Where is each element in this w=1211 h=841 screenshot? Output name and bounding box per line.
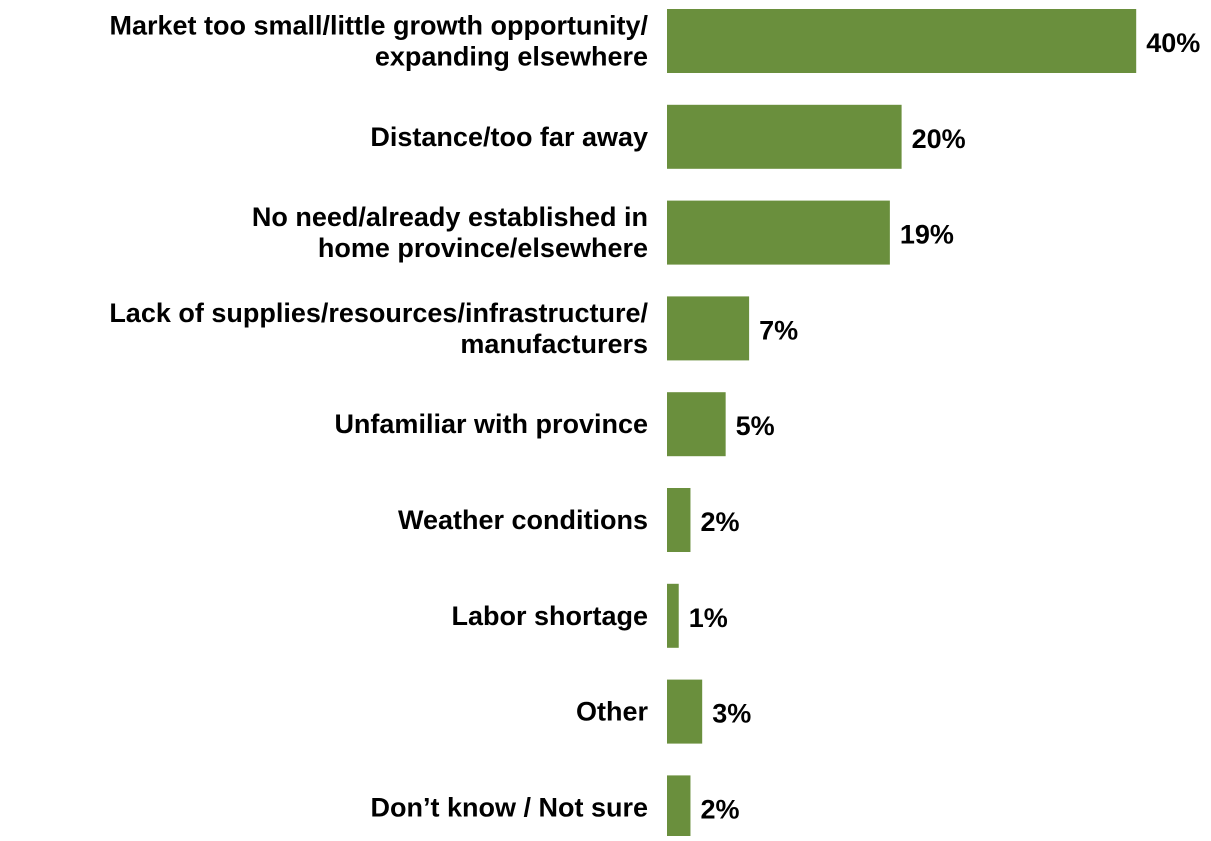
value-label-6: 1% (689, 603, 728, 633)
category-label-7: Other (576, 697, 649, 727)
category-label-6: Labor shortage (451, 601, 648, 631)
bars-layer (667, 9, 1137, 840)
category-label-2-line-0: No need/already established in (252, 202, 648, 232)
category-label-8: Don’t know / Not sure (370, 792, 648, 822)
value-label-5: 2% (700, 507, 739, 537)
value-label-4: 5% (736, 411, 775, 441)
value-label-1: 20% (912, 124, 966, 154)
category-label-4: Unfamiliar with province (334, 409, 648, 439)
value-label-8: 2% (700, 794, 739, 824)
bar-8 (667, 775, 691, 840)
category-label-0-line-0: Market too small/little growth opportuni… (109, 11, 648, 41)
category-labels-layer: Market too small/little growth opportuni… (109, 11, 648, 823)
value-label-3: 7% (759, 315, 798, 345)
value-labels-layer: 40% 20% 19% 7% 5% 2% 1% 3% 2% (689, 28, 1201, 824)
category-label-2-line-1: home province/elsewhere (318, 233, 648, 263)
value-label-2: 19% (900, 220, 954, 250)
bar-0 (667, 9, 1137, 73)
value-label-0: 40% (1146, 28, 1200, 58)
bar-6 (667, 583, 679, 648)
bar-3 (667, 296, 750, 361)
bar-2 (667, 200, 890, 265)
category-label-5: Weather conditions (398, 505, 648, 535)
bar-1 (667, 104, 902, 169)
bar-7 (667, 679, 703, 744)
category-label-3-line-1: manufacturers (460, 329, 648, 359)
category-label-0-line-1: expanding elsewhere (375, 42, 648, 72)
category-label-3-line-0: Lack of supplies/resources/infrastructur… (109, 298, 648, 328)
bar-4 (667, 392, 726, 457)
bar-5 (667, 488, 691, 552)
category-label-1: Distance/too far away (370, 122, 648, 152)
value-label-7: 3% (712, 699, 751, 729)
